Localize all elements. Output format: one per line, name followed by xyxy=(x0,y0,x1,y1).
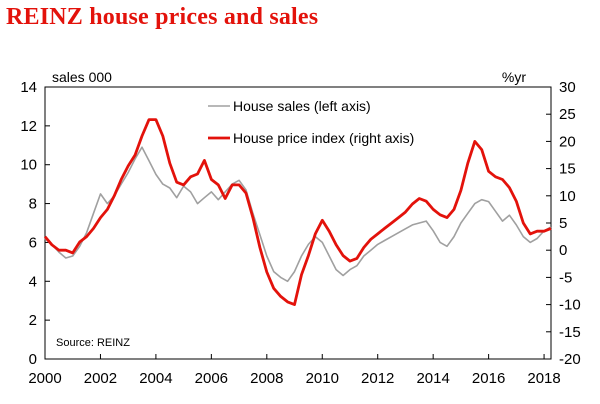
legend: House sales (left axis) House price index… xyxy=(208,98,414,146)
plot-frame xyxy=(44,86,552,360)
right-tick-label: 5 xyxy=(559,215,567,232)
left-tick-label: 10 xyxy=(20,157,37,174)
left-axis-unit: sales 000 xyxy=(52,69,112,85)
x-tick-label: 2002 xyxy=(84,370,117,387)
right-tick-label: -20 xyxy=(559,351,581,368)
house-price-index-line xyxy=(43,118,552,306)
source-note: Source: REINZ xyxy=(56,337,130,349)
right-tick-label: 10 xyxy=(559,188,576,205)
right-tick-label: 25 xyxy=(559,106,576,123)
right-tick-label: 20 xyxy=(559,133,576,150)
right-tick-label: -5 xyxy=(559,269,572,286)
right-tick-label: -15 xyxy=(559,324,581,341)
left-tick-label: 0 xyxy=(29,351,37,368)
right-axis-unit: %yr xyxy=(502,69,526,85)
right-tick-label: -10 xyxy=(559,297,581,314)
left-tick-label: 12 xyxy=(20,118,37,135)
x-tick-label: 2004 xyxy=(139,370,172,387)
legend-label-house-sales: House sales (left axis) xyxy=(233,98,371,114)
x-tick-label: 2006 xyxy=(195,370,228,387)
right-tick-label: 15 xyxy=(559,161,576,178)
axes: 0 2 4 6 8 10 12 14 -20 -15 -10 -5 0 5 10 15 20 25 30 2000 20… xyxy=(20,79,580,387)
x-tick-label: 2008 xyxy=(250,370,283,387)
x-tick-label: 2012 xyxy=(361,370,394,387)
right-tick-label: 0 xyxy=(559,242,567,259)
left-tick-label: 2 xyxy=(29,312,37,329)
x-tick-label: 2010 xyxy=(306,370,339,387)
house-sales-line xyxy=(44,146,552,283)
right-tick-label: 30 xyxy=(559,79,576,96)
left-tick-label: 6 xyxy=(29,234,37,251)
left-tick-label: 8 xyxy=(29,196,37,213)
left-tick-label: 14 xyxy=(20,79,37,96)
x-tick-label: 2018 xyxy=(527,370,560,387)
series-lines xyxy=(43,118,552,306)
x-tick-label: 2000 xyxy=(28,370,61,387)
left-tick-label: 4 xyxy=(29,273,37,290)
x-tick-label: 2014 xyxy=(416,370,449,387)
legend-label-house-price-index: House price index (right axis) xyxy=(233,130,414,146)
x-tick-label: 2016 xyxy=(472,370,505,387)
chart-title: REINZ house prices and sales xyxy=(6,4,319,30)
